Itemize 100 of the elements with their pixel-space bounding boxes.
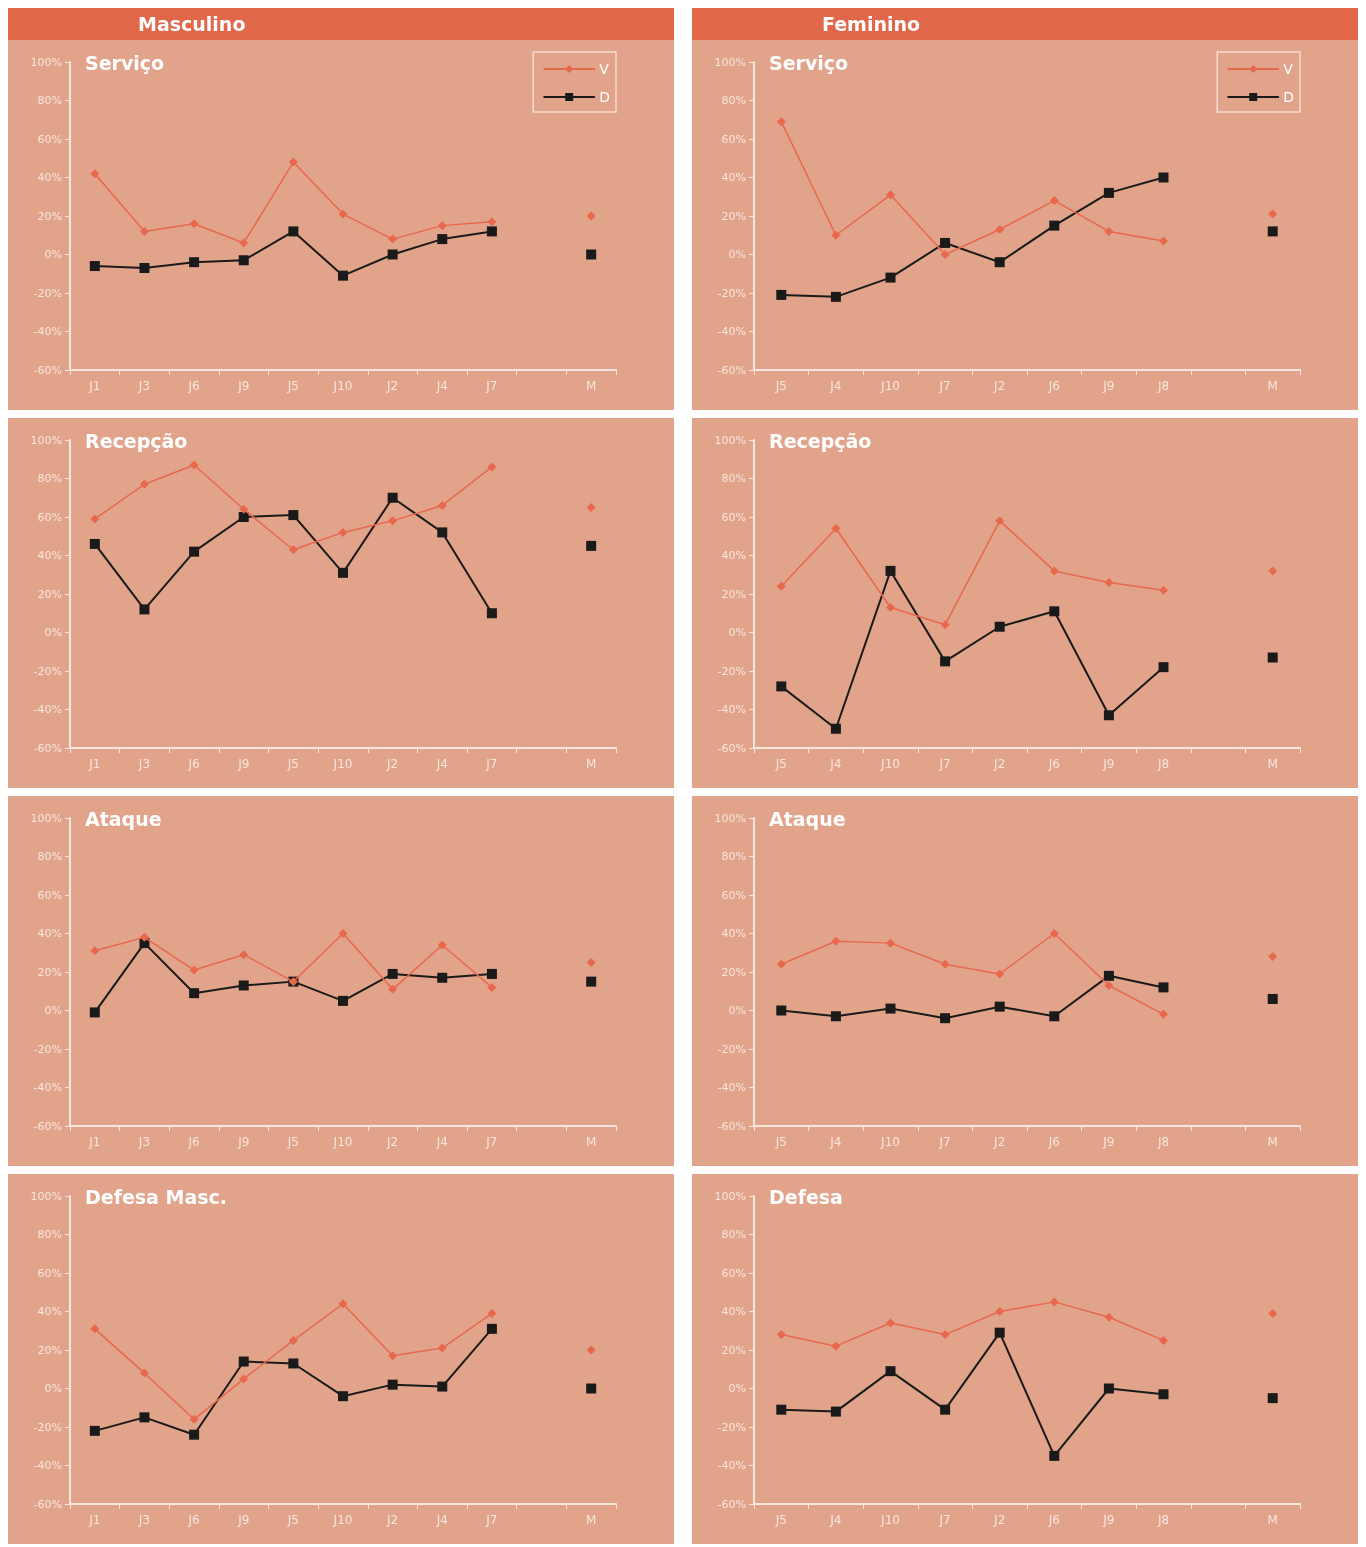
x-tick-label: J3 <box>137 1135 151 1149</box>
point <box>994 1001 1005 1012</box>
point <box>90 1324 100 1334</box>
point <box>586 249 597 260</box>
point <box>1159 1335 1168 1345</box>
point <box>437 1381 448 1392</box>
x-tick-label: J7 <box>938 1135 951 1149</box>
point <box>1103 187 1114 198</box>
x-tick-label: M <box>1267 757 1278 771</box>
point <box>90 946 100 956</box>
y-tick-label: -40% <box>33 325 62 338</box>
point <box>1104 577 1114 587</box>
point <box>886 938 895 948</box>
point <box>437 500 447 510</box>
point <box>139 604 150 615</box>
x-tick-label: M <box>1267 379 1278 393</box>
x-tick-label: J2 <box>993 1135 1006 1149</box>
point <box>239 1374 249 1384</box>
y-tick-label: 80% <box>37 1228 62 1241</box>
point <box>776 117 786 127</box>
point <box>338 527 348 537</box>
x-tick-label: J10 <box>880 757 900 771</box>
point <box>830 291 841 302</box>
point <box>1104 980 1114 990</box>
point <box>831 1341 841 1351</box>
chart-title: Recepção <box>85 429 188 452</box>
point <box>288 226 299 237</box>
point <box>1158 1389 1169 1400</box>
chart-subtitle: Masculino <box>8 8 674 40</box>
point <box>940 1013 951 1024</box>
point <box>487 217 497 227</box>
point <box>437 1343 447 1353</box>
y-tick-label: -40% <box>33 703 62 716</box>
y-tick-label: -40% <box>717 1459 746 1472</box>
point <box>776 581 786 591</box>
x-tick-label: J8 <box>1156 1135 1170 1149</box>
x-tick-label: J10 <box>332 1135 353 1149</box>
point <box>940 620 950 630</box>
x-tick-label: J4 <box>435 1135 448 1149</box>
x-tick-label: J4 <box>829 1135 842 1149</box>
point <box>1158 982 1169 993</box>
point <box>89 538 100 549</box>
y-tick-label: -40% <box>717 703 746 716</box>
x-tick-label: J10 <box>332 1513 353 1527</box>
y-tick-label: -20% <box>33 664 62 678</box>
x-tick-label: J6 <box>187 1135 200 1149</box>
point <box>1267 226 1278 237</box>
point <box>1104 1312 1114 1322</box>
y-tick-label: -20% <box>33 286 62 300</box>
y-tick-label: 40% <box>721 927 746 940</box>
point <box>940 1404 951 1415</box>
x-tick-label: J4 <box>435 757 448 771</box>
point <box>1049 220 1060 231</box>
x-tick-label: J6 <box>1047 1135 1060 1149</box>
point <box>139 1412 150 1423</box>
point <box>288 510 299 521</box>
y-tick-label: 0% <box>44 248 62 261</box>
point <box>1103 1383 1114 1394</box>
y-tick-label: 0% <box>728 1382 746 1395</box>
y-tick-label: 100% <box>30 55 62 69</box>
point <box>387 1379 398 1390</box>
y-tick-label: 40% <box>721 549 746 562</box>
chart-title: Ataque <box>769 807 846 830</box>
point <box>995 1307 1005 1316</box>
point <box>1049 1297 1059 1307</box>
y-tick-label: 80% <box>37 94 62 107</box>
point <box>994 621 1005 632</box>
x-tick-label: J4 <box>829 1513 842 1527</box>
x-tick-label: J6 <box>1047 1513 1060 1527</box>
x-tick-label: J7 <box>485 379 498 393</box>
x-tick-label: J3 <box>137 379 151 393</box>
point <box>586 540 597 551</box>
point <box>89 261 100 272</box>
point <box>288 157 298 167</box>
x-tick-label: J1 <box>88 379 101 393</box>
point <box>1267 1393 1278 1404</box>
point <box>885 272 896 283</box>
x-tick-label: J8 <box>1156 1513 1170 1527</box>
point <box>1049 929 1059 938</box>
point <box>486 608 497 619</box>
x-tick-label: J6 <box>187 757 200 771</box>
chart-title: Recepção <box>769 429 872 452</box>
y-tick-label: -20% <box>717 1420 746 1434</box>
x-tick-label: J7 <box>485 1513 498 1527</box>
x-tick-label: J2 <box>386 757 399 771</box>
point <box>239 950 249 960</box>
point <box>189 460 199 470</box>
y-tick-label: -20% <box>717 664 746 678</box>
point <box>830 723 841 734</box>
x-tick-label: J8 <box>1156 379 1170 393</box>
x-tick-label: J10 <box>880 1135 900 1149</box>
legend-label: V <box>599 61 610 77</box>
point <box>1159 1009 1168 1019</box>
y-tick-label: -60% <box>33 741 62 755</box>
point <box>338 270 348 281</box>
point <box>238 1356 249 1367</box>
y-tick-label: -40% <box>33 1459 62 1472</box>
y-tick-label: 0% <box>728 248 746 261</box>
y-tick-label: 60% <box>37 888 62 902</box>
point <box>238 980 249 991</box>
